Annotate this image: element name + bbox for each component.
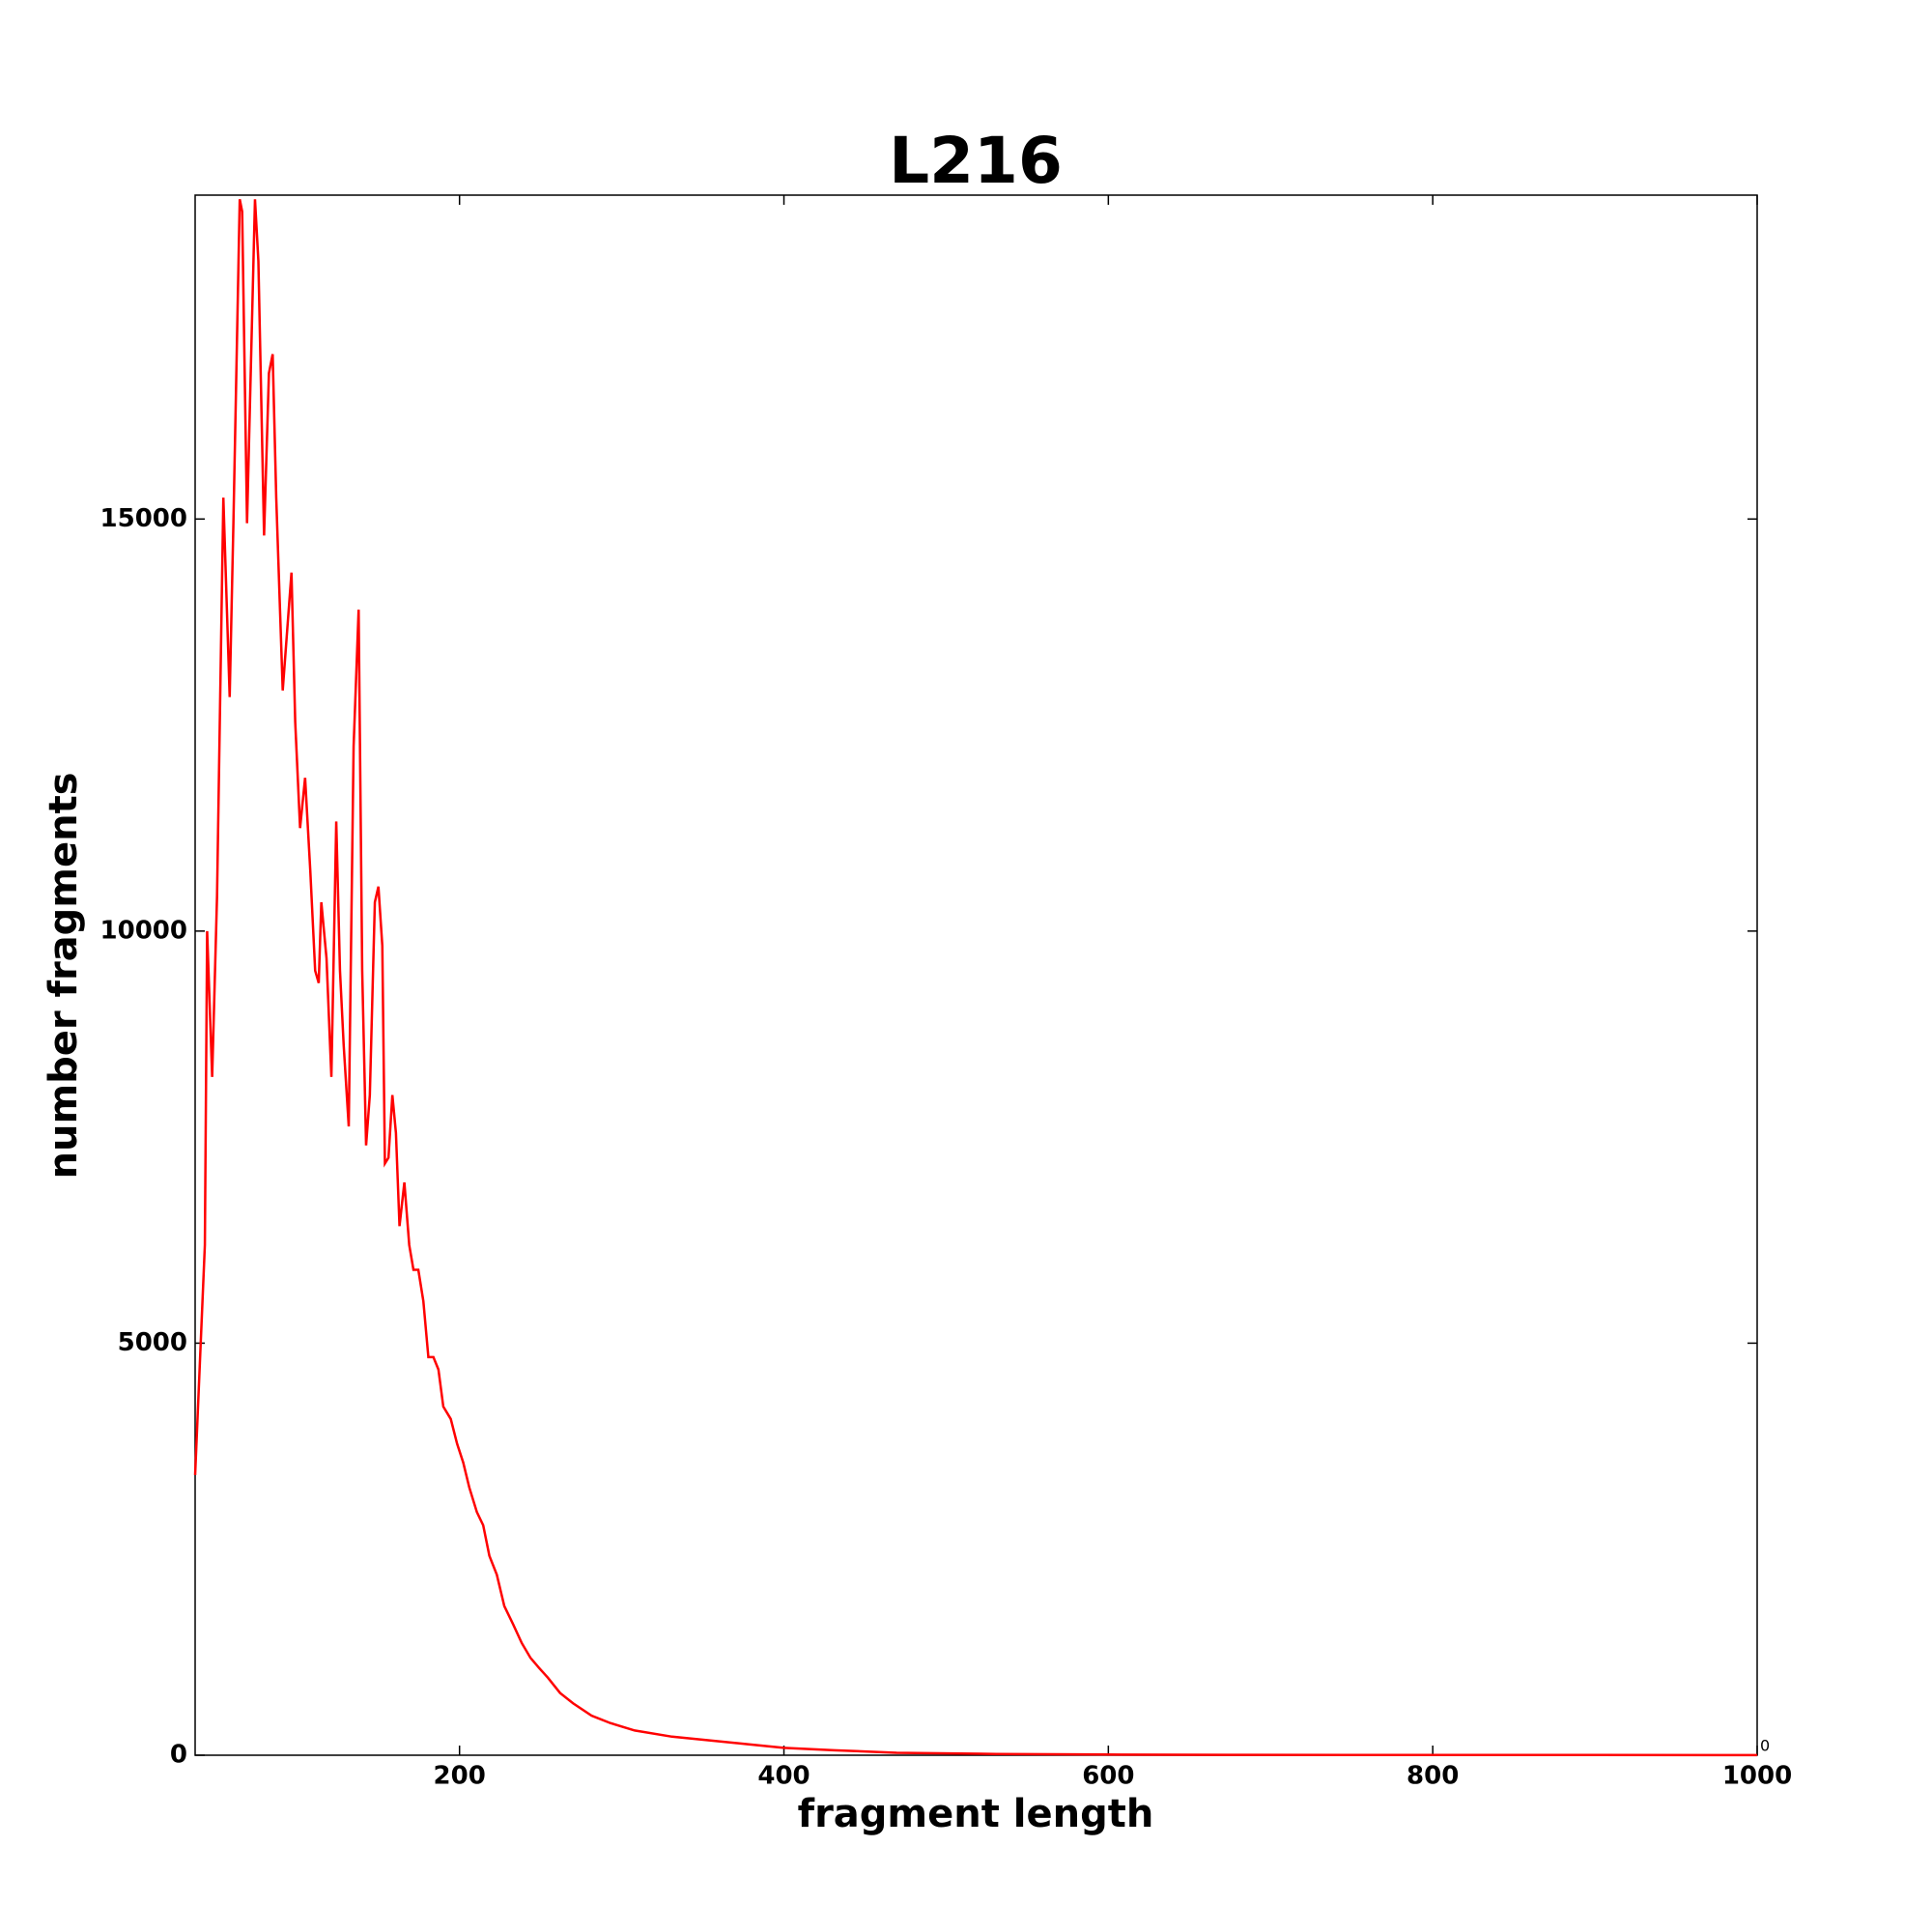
x-tick-label: 600 xyxy=(1082,1762,1134,1791)
x-tick-label: 1000 xyxy=(1722,1762,1792,1791)
data-line xyxy=(193,199,1758,1757)
x-tick-label: 200 xyxy=(434,1762,486,1791)
chart-title: L216 xyxy=(889,124,1063,198)
x-tick-label: 800 xyxy=(1406,1762,1459,1791)
y-axis-label: number fragments xyxy=(42,772,86,1179)
y-tick-label: 5000 xyxy=(118,1328,187,1357)
y-tick-label: 10000 xyxy=(100,916,187,945)
y-tick-label: 15000 xyxy=(100,504,187,533)
plot-frame xyxy=(194,194,1758,1756)
x-axis-label: fragment length xyxy=(798,1792,1154,1836)
y-tick-label: 0 xyxy=(170,1741,187,1770)
corner-label: 0 xyxy=(1760,1737,1770,1755)
x-tick-label: 400 xyxy=(757,1762,810,1791)
